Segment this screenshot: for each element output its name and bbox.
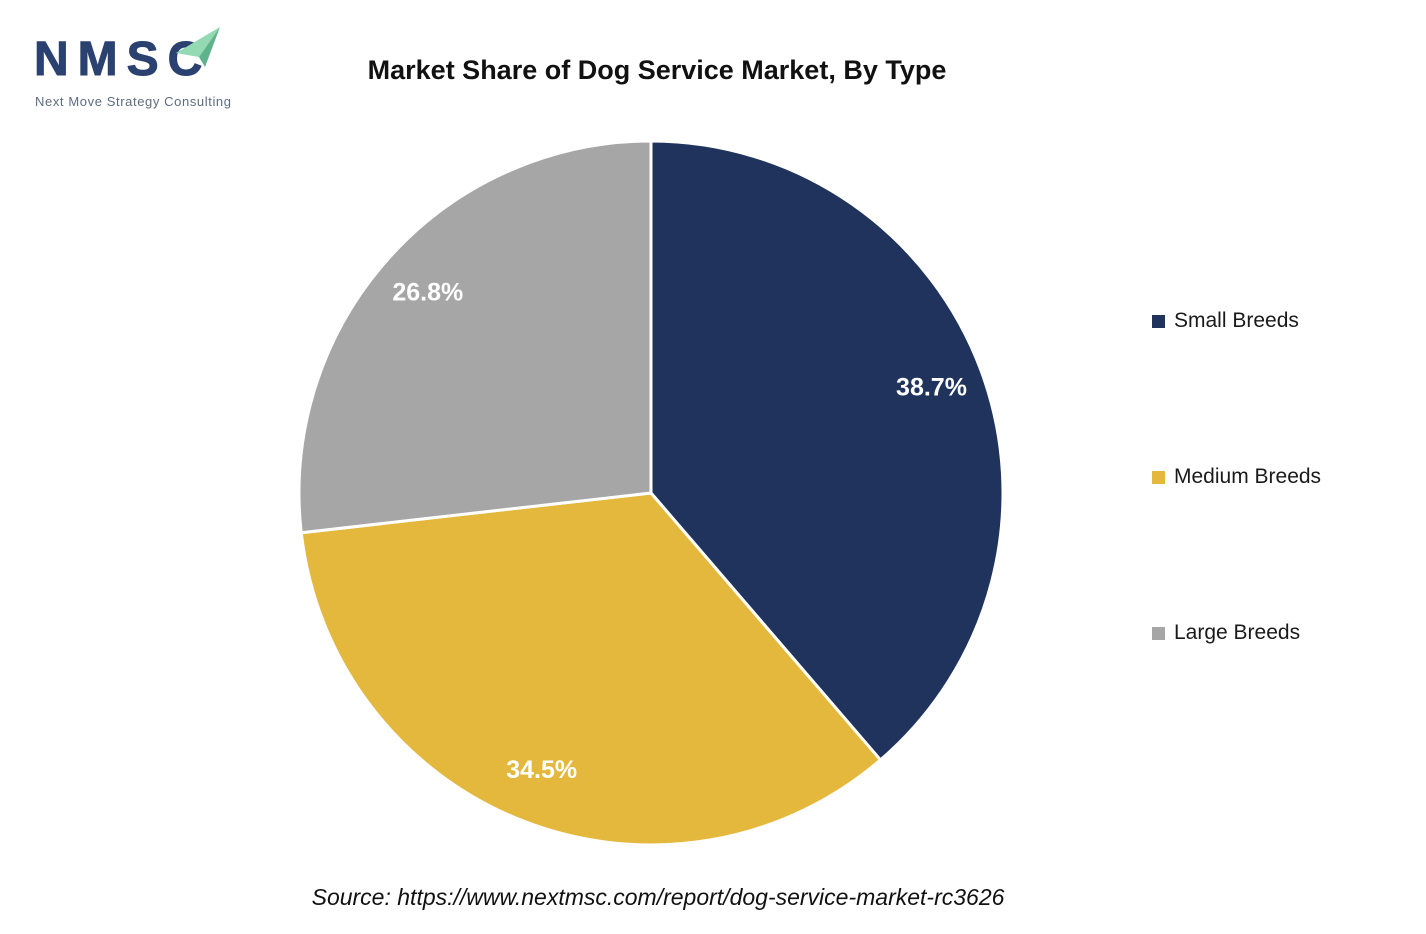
logo-tagline: Next Move Strategy Consulting [35,94,232,109]
nmsc-logo: NMSC Next Move Strategy Consulting [30,16,250,116]
pie-label-large-breeds: 26.8% [392,278,463,306]
pie-label-medium-breeds: 34.5% [506,756,577,784]
pie-label-small-breeds: 38.7% [896,374,967,402]
legend-swatch-0 [1152,314,1165,328]
pie-slice-large-breeds [297,139,653,535]
legend-label: Medium Breeds [1174,465,1322,488]
chart-title: Market Share of Dog Service Market, By T… [367,55,947,85]
legend-item-medium-breeds: Medium Breeds [1152,464,1321,490]
legend-item-small-breeds: Small Breeds [1152,308,1321,334]
legend-label: Small Breeds [1174,309,1299,332]
paper-plane-arrow-icon [176,27,220,67]
legend-item-large-breeds: Large Breeds [1152,620,1321,646]
legend-swatch-2 [1152,626,1165,640]
pie-slice-medium-breeds [299,491,882,847]
legend-label: Large Breeds [1174,621,1301,644]
chart-legend: Small Breeds Medium Breeds Large Breeds [1152,308,1321,646]
legend-swatch-1 [1152,470,1165,484]
pie-slice-small-breeds [649,139,1005,762]
logo-acronym: NMSC [33,33,212,87]
source-citation: Source: https://www.nextmsc.com/report/d… [311,884,1005,910]
